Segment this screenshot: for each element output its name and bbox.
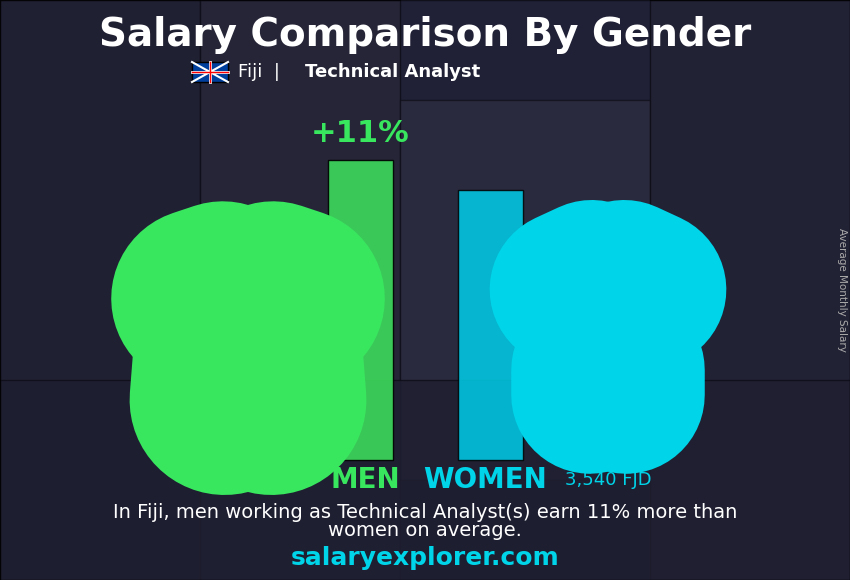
FancyBboxPatch shape [223,274,273,332]
Polygon shape [574,302,643,370]
Text: WOMEN: WOMEN [423,466,547,494]
Text: Fiji  |: Fiji | [238,63,280,81]
Circle shape [585,224,632,271]
Text: 3,540 FJD: 3,540 FJD [564,471,651,489]
Circle shape [224,229,271,276]
FancyBboxPatch shape [200,0,400,580]
FancyBboxPatch shape [592,269,624,302]
Text: 3,920 FJD: 3,920 FJD [205,471,292,489]
Text: Average Monthly Salary: Average Monthly Salary [837,228,847,352]
FancyBboxPatch shape [328,160,393,460]
Text: Salary Comparison By Gender: Salary Comparison By Gender [99,16,751,54]
Text: Technical Analyst: Technical Analyst [305,63,480,81]
FancyBboxPatch shape [650,0,850,580]
Text: women on average.: women on average. [328,520,522,539]
FancyBboxPatch shape [0,380,850,580]
Text: +11%: +11% [310,119,410,148]
FancyBboxPatch shape [458,190,523,460]
FancyBboxPatch shape [400,100,650,480]
FancyBboxPatch shape [192,62,228,82]
Text: In Fiji, men working as Technical Analyst(s) earn 11% more than: In Fiji, men working as Technical Analys… [113,502,737,521]
Text: salaryexplorer.com: salaryexplorer.com [291,546,559,570]
FancyBboxPatch shape [0,0,200,580]
Text: MEN: MEN [330,466,400,494]
